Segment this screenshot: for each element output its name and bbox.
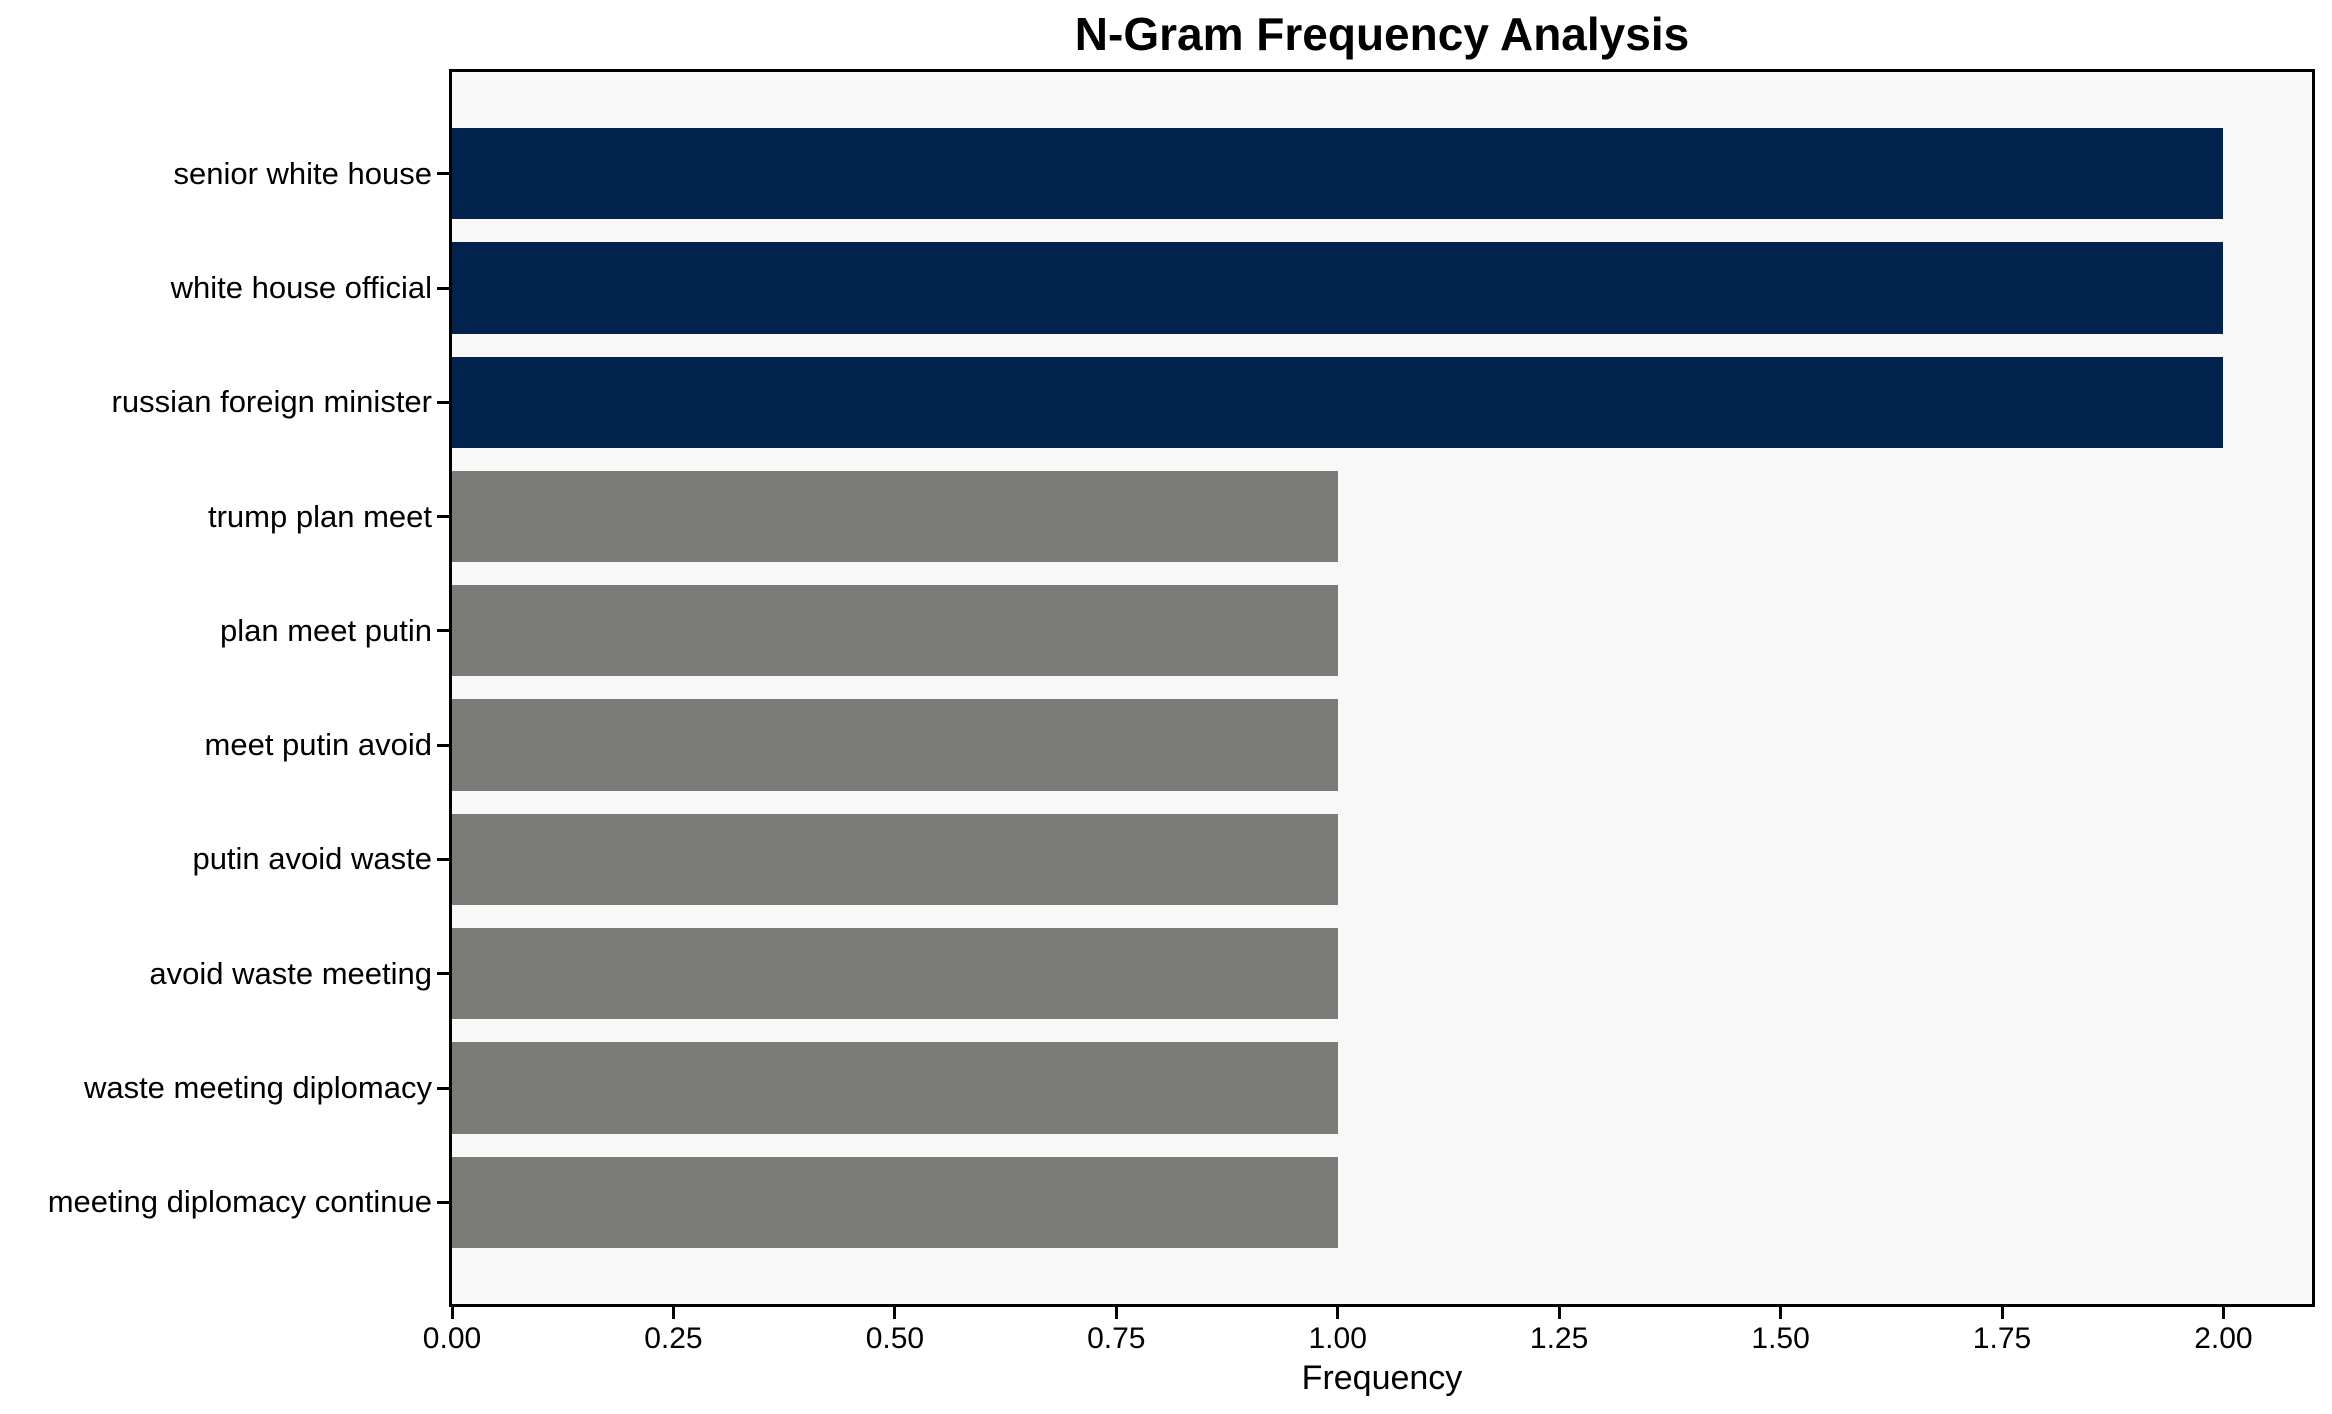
bar: [452, 242, 2224, 334]
x-tick-mark: [2221, 1307, 2225, 1319]
y-tick-label: russian foreign minister: [111, 384, 432, 420]
x-tick-label: 0.25: [644, 1322, 703, 1355]
y-tick-mark: [437, 286, 449, 290]
x-tick-label: 1.50: [1751, 1322, 1810, 1355]
y-tick-label: white house official: [170, 270, 432, 305]
y-tick-mark: [437, 400, 449, 404]
y-tick-mark: [437, 1200, 449, 1204]
y-tick-label: meeting diplomacy continue: [47, 1184, 432, 1220]
x-tick-mark: [2000, 1307, 2004, 1319]
x-tick-label: 2.00: [2194, 1322, 2253, 1355]
x-tick-mark: [1557, 1307, 1561, 1319]
y-tick-mark: [437, 172, 449, 176]
y-tick-mark: [437, 857, 449, 861]
x-tick-mark: [1779, 1307, 1783, 1319]
x-tick-mark: [450, 1307, 454, 1319]
x-tick-mark: [671, 1307, 675, 1319]
x-tick-mark: [1336, 1307, 1340, 1319]
bar: [452, 1042, 1338, 1134]
y-tick-label: senior white house: [173, 155, 433, 191]
y-tick-mark: [437, 515, 449, 519]
y-tick-label: meet putin avoid: [204, 727, 432, 763]
bar: [452, 128, 2224, 220]
bar: [452, 585, 1338, 677]
plot-area: [449, 69, 2315, 1307]
x-tick-label: 1.25: [1529, 1322, 1589, 1355]
bar: [452, 928, 1338, 1020]
y-tick-label: trump plan meet: [208, 498, 432, 534]
bar: [452, 356, 2224, 448]
y-tick-label: waste meeting diplomacy: [83, 1070, 432, 1105]
x-tick-label: 0.75: [1087, 1322, 1146, 1355]
y-tick-mark: [437, 629, 449, 633]
bar: [452, 699, 1338, 791]
x-tick-label: 0.00: [422, 1322, 482, 1355]
y-tick-mark: [437, 743, 449, 747]
chart-title: N-Gram Frequency Analysis: [1074, 8, 1690, 60]
bar: [452, 470, 1338, 563]
y-tick-label: putin avoid waste: [192, 841, 432, 877]
x-tick-label: 0.50: [865, 1322, 925, 1355]
bar: [452, 1156, 1338, 1248]
x-tick-label: 1.00: [1308, 1322, 1367, 1355]
y-tick-mark: [437, 1086, 449, 1090]
x-axis-label: Frequency: [1301, 1359, 1463, 1397]
bar: [452, 813, 1338, 906]
x-tick-label: 1.75: [1972, 1322, 2032, 1355]
x-tick-mark: [1114, 1307, 1118, 1319]
x-tick-mark: [893, 1307, 897, 1319]
y-tick-label: avoid waste meeting: [149, 955, 432, 991]
y-tick-mark: [437, 972, 449, 976]
y-tick-label: plan meet putin: [220, 612, 432, 648]
